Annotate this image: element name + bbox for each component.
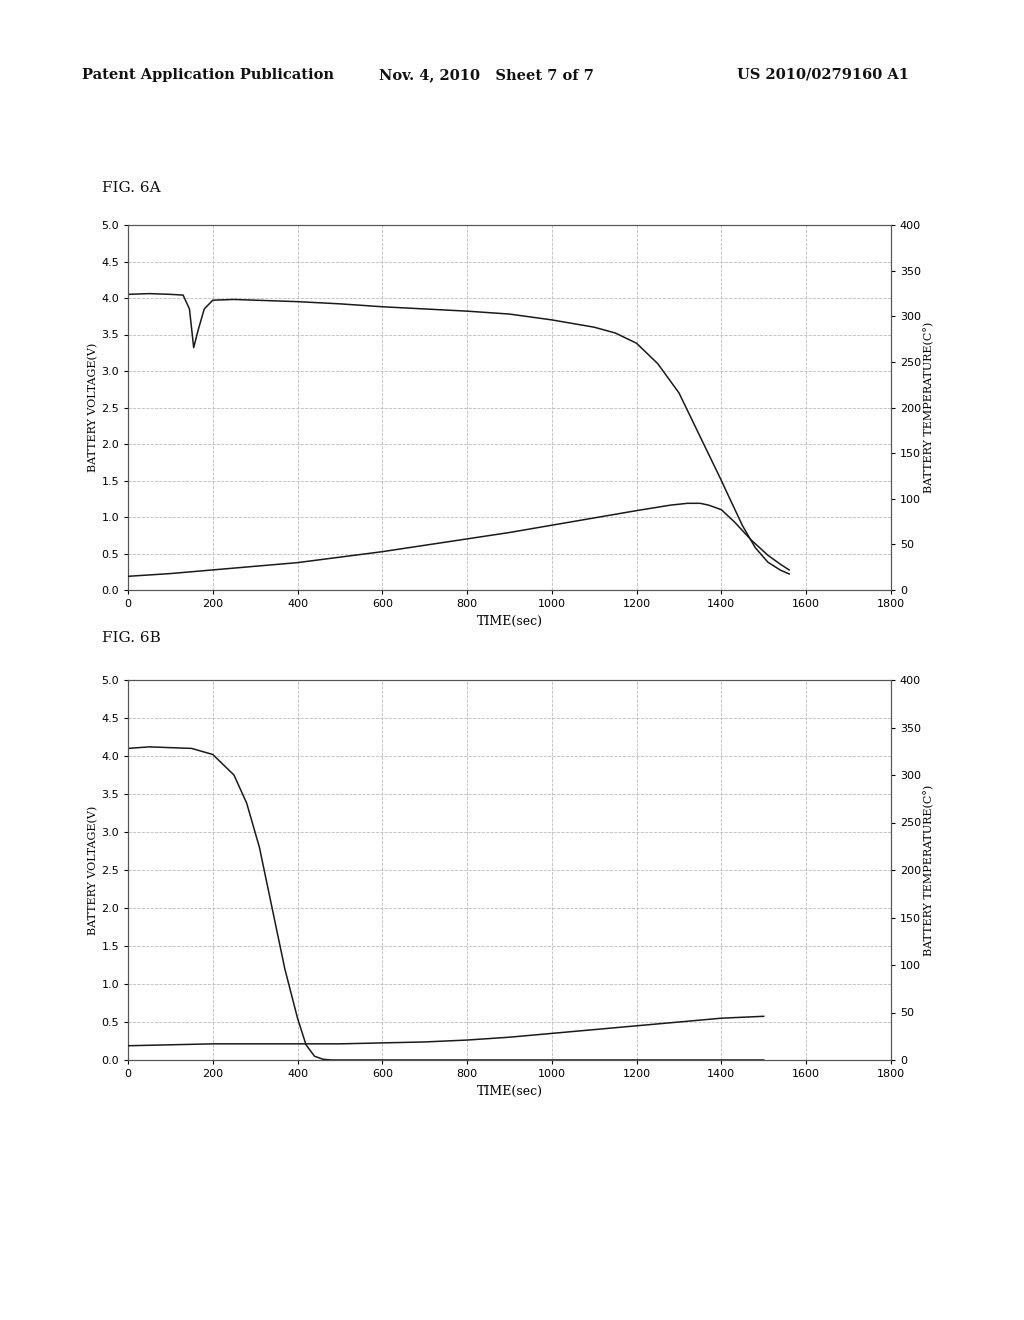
Y-axis label: BATTERY VOLTAGE(V): BATTERY VOLTAGE(V)	[88, 805, 98, 935]
Y-axis label: BATTERY VOLTAGE(V): BATTERY VOLTAGE(V)	[88, 343, 98, 473]
X-axis label: TIME(sec): TIME(sec)	[476, 1085, 543, 1098]
Text: Patent Application Publication: Patent Application Publication	[82, 69, 334, 82]
Y-axis label: BATTERY TEMPERATURE(C°): BATTERY TEMPERATURE(C°)	[924, 322, 935, 494]
X-axis label: TIME(sec): TIME(sec)	[476, 615, 543, 627]
Text: US 2010/0279160 A1: US 2010/0279160 A1	[737, 69, 909, 82]
Y-axis label: BATTERY TEMPERATURE(C°): BATTERY TEMPERATURE(C°)	[924, 784, 935, 956]
Text: FIG. 6A: FIG. 6A	[102, 181, 161, 195]
Text: FIG. 6B: FIG. 6B	[102, 631, 161, 645]
Text: Nov. 4, 2010   Sheet 7 of 7: Nov. 4, 2010 Sheet 7 of 7	[379, 69, 594, 82]
